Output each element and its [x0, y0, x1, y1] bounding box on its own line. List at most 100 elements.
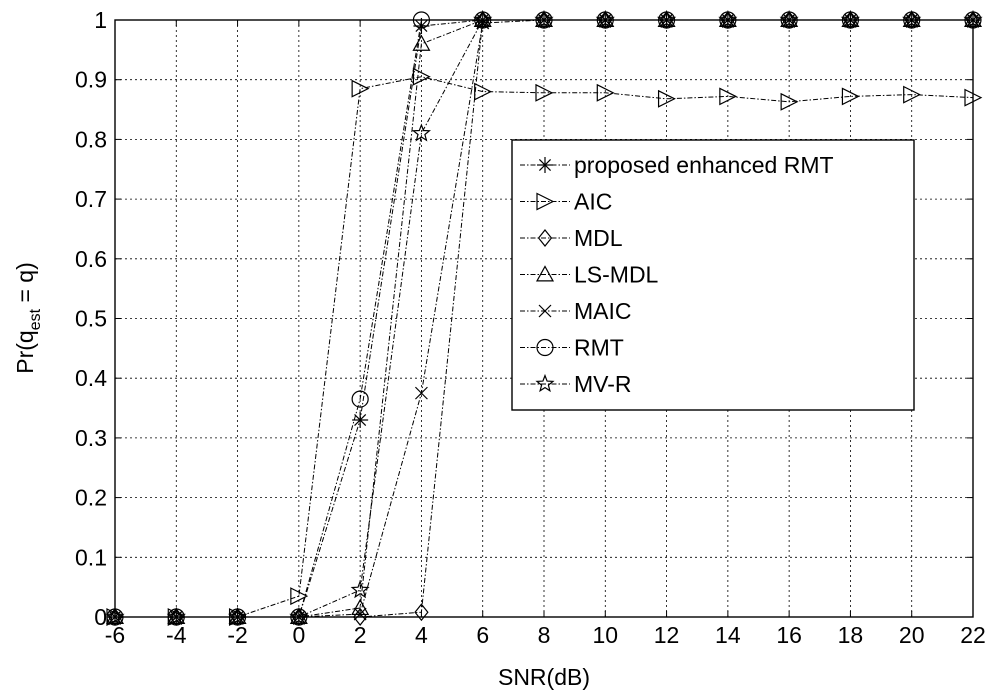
- x-tick-label: 22: [960, 622, 986, 648]
- data-point: [412, 67, 431, 86]
- data-point: [289, 607, 308, 625]
- series-line: [115, 19, 973, 618]
- legend-item: MAIC: [520, 298, 632, 324]
- data-point: [351, 79, 370, 98]
- data-point: [841, 10, 860, 27]
- x-tick-label: 0: [292, 622, 305, 648]
- y-tick-label: 0.5: [75, 306, 107, 332]
- legend-box: [511, 139, 915, 411]
- data-point: [474, 82, 493, 101]
- legend-label: MV-R: [574, 371, 632, 397]
- data-point: [289, 606, 309, 626]
- y-tick-label: 0.6: [75, 246, 107, 272]
- data-point: [963, 10, 983, 27]
- data-point: [353, 607, 367, 621]
- data-point: [228, 606, 248, 626]
- legend: proposed enhanced RMT AIC MDL LS-MDL MAIC RMT…: [511, 139, 915, 411]
- legend-item: LS-MDL: [520, 262, 659, 288]
- data-point: [657, 9, 677, 29]
- data-point: [779, 9, 799, 29]
- legend-marker: [535, 265, 555, 282]
- data-point: [718, 10, 737, 27]
- x-tick-label: 2: [354, 622, 367, 648]
- data-point: [473, 9, 493, 29]
- y-tick-label: 0.4: [75, 365, 107, 391]
- legend-marker: [535, 373, 555, 393]
- data-point: [414, 603, 429, 622]
- data-point: [351, 390, 369, 408]
- data-point: [105, 607, 125, 625]
- x-tick-label: 4: [415, 622, 428, 648]
- legend-marker: [538, 304, 552, 318]
- y-axis-label-sub: est: [27, 308, 44, 330]
- x-tick-label: 10: [592, 622, 618, 648]
- legend-label: AIC: [574, 189, 612, 215]
- data-point: [841, 87, 860, 106]
- y-tick-label: 0.2: [75, 485, 107, 511]
- data-point: [840, 9, 860, 29]
- x-tick-label: 16: [776, 622, 802, 648]
- series-line: [115, 76, 974, 618]
- legend-marker: [536, 192, 555, 211]
- x-tick-label: 14: [715, 622, 741, 648]
- legend-item: RMT: [520, 335, 624, 361]
- legend-item: MV-R: [520, 371, 632, 397]
- x-tick-label: 8: [538, 622, 551, 648]
- data-point: [780, 92, 799, 111]
- legend-label: MAIC: [574, 298, 632, 324]
- data-point: [902, 10, 921, 27]
- data-point: [350, 580, 370, 599]
- x-axis-label: SNR(dB): [498, 664, 590, 690]
- data-point: [167, 607, 186, 625]
- data-point: [903, 85, 922, 104]
- data-point: [166, 606, 186, 626]
- y-tick-label: 0.7: [75, 186, 107, 212]
- data-point: [780, 10, 799, 27]
- data-point: [963, 9, 983, 29]
- data-point: [596, 10, 615, 27]
- legend-marker: [537, 229, 553, 247]
- data-point: [657, 10, 676, 27]
- y-axis-label-main: Pr(q: [12, 330, 38, 373]
- y-tick-label: 1: [94, 7, 107, 33]
- y-tick-label: 0.3: [75, 425, 107, 451]
- series-mv-r: [105, 9, 983, 626]
- y-tick-label: 0.1: [75, 544, 107, 570]
- x-tick-label: 6: [476, 622, 489, 648]
- x-tick-label: -4: [166, 622, 187, 648]
- data-point: [290, 587, 309, 606]
- data-point: [718, 9, 738, 29]
- legend-marker: [537, 157, 553, 173]
- legend-label: LS-MDL: [574, 262, 659, 288]
- data-point: [596, 83, 615, 102]
- legend-item: MDL: [520, 225, 623, 251]
- series-aic: [106, 67, 983, 626]
- data-point: [105, 606, 125, 626]
- x-tick-label: -6: [105, 622, 125, 648]
- y-tick-label: 0: [94, 604, 107, 630]
- series-line: [115, 19, 973, 618]
- series-layer: [105, 9, 983, 626]
- y-tick-label: 0.9: [75, 67, 107, 93]
- x-tick-label: 18: [838, 622, 864, 648]
- data-point: [595, 9, 615, 29]
- data-point: [719, 87, 738, 106]
- legend-marker: [536, 338, 554, 357]
- data-point: [352, 411, 369, 428]
- legend-item: proposed enhanced RMT: [520, 152, 834, 178]
- data-point: [534, 9, 554, 29]
- data-point: [412, 11, 431, 29]
- data-point: [902, 9, 922, 29]
- axis-ticks: -6 -4 -2 0 2 4 6 8 10 12 14 16 18 20 22 0 0.1 0.2 0.3 0.4 0.…: [75, 7, 986, 648]
- legend-item: AIC: [520, 189, 612, 215]
- legend-label: proposed enhanced RMT: [574, 152, 834, 178]
- legend-label: RMT: [574, 335, 624, 361]
- data-point: [228, 607, 247, 625]
- data-point: [415, 386, 428, 400]
- data-point: [657, 89, 676, 108]
- x-tick-label: 20: [899, 622, 925, 648]
- x-tick-label: -2: [227, 622, 247, 648]
- y-axis-label-tail: = q): [12, 262, 38, 309]
- x-tick-label: 12: [654, 622, 680, 648]
